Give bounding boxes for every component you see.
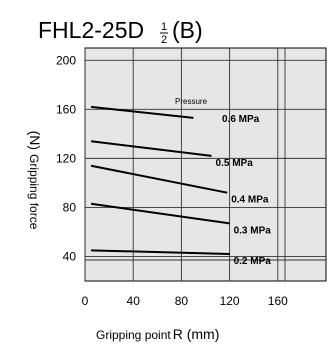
series-line — [90, 140, 212, 157]
series-line — [90, 202, 230, 225]
series-line — [90, 164, 228, 194]
series-label: 0.2 MPa — [234, 256, 272, 267]
chart-title: FHL2-25D — [38, 17, 144, 43]
series-line — [90, 105, 194, 119]
y-tick-label: 160 — [56, 102, 76, 116]
x-axis-unit: R (mm) — [173, 326, 220, 342]
y-tick-label: 80 — [63, 200, 77, 214]
y-tick-label: 40 — [63, 249, 77, 263]
chart-title-fraction-top: 1 — [161, 21, 167, 33]
x-axis-label: Gripping point R (mm) — [96, 326, 219, 342]
x-tick-label: 80 — [175, 294, 189, 308]
chart-title-main: FHL2-25D — [38, 17, 144, 43]
x-tick-label: 160 — [268, 294, 288, 308]
y-tick-label: 200 — [56, 53, 76, 67]
chart-title-suffix: (B) — [172, 17, 203, 43]
series-label: 0.5 MPa — [216, 158, 254, 169]
y-tick-label: 120 — [56, 151, 76, 165]
x-tick-label: 40 — [127, 294, 141, 308]
chart-title-fraction-bottom: 2 — [161, 34, 167, 46]
y-axis-title: Gripping force — [27, 154, 41, 230]
x-tick-label: 120 — [220, 294, 240, 308]
x-axis-title: Gripping point — [96, 328, 171, 342]
y-axis-unit: (N) — [27, 131, 43, 150]
series-label: 0.3 MPa — [234, 225, 272, 236]
plot-area — [84, 47, 327, 282]
series-label: 0.4 MPa — [231, 195, 269, 206]
tick-labels: 0 40 80 120 160 40 80 120 160 200 — [56, 53, 288, 308]
y-axis-label: (N) Gripping force — [27, 131, 43, 230]
series-line — [90, 249, 230, 256]
series-lines: 0.6 MPa 0.5 MPa 0.4 MPa 0.3 MPa 0.2 MPa — [90, 105, 272, 267]
x-tick-label: 0 — [82, 294, 89, 308]
grid-lines — [84, 48, 326, 281]
pressure-annotation: Pressure — [175, 97, 208, 106]
series-label: 0.6 MPa — [222, 114, 260, 125]
